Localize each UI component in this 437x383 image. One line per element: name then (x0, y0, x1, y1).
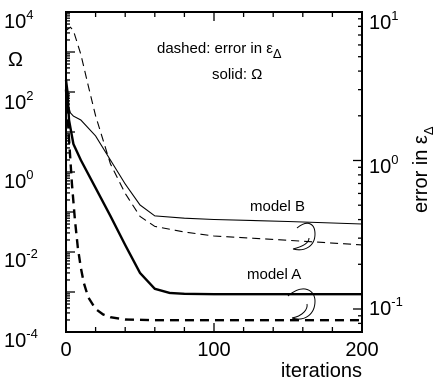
y-right-axis-label: error in εΔ (410, 126, 436, 213)
y-left-tick-label-1e-4: 10-4 (4, 326, 38, 352)
y-right-tick-label-1e0: 100 (369, 152, 398, 178)
model-b-label: model B (250, 198, 305, 215)
plot-frame (65, 11, 363, 333)
x-tick-label-100: 100 (197, 339, 230, 361)
y-left-tick-label-1e-2: 10-2 (4, 246, 38, 272)
legend-dashed-note: dashed: error in εΔ (157, 40, 282, 61)
model-b-bracket (292, 222, 316, 251)
series-line-2 (65, 72, 363, 225)
x-axis-label: iterations (281, 360, 362, 382)
y-left-tick-label-1e0: 100 (4, 167, 33, 193)
model-a-bracket (287, 288, 316, 320)
y-left-tick-label-1e2: 102 (4, 88, 33, 114)
legend-solid-note: solid: Ω (212, 66, 262, 83)
x-tick-label-0: 0 (60, 339, 71, 361)
series-line-0 (64, 79, 362, 296)
axis-ticks (65, 11, 363, 333)
y-left-axis-label: Ω (8, 49, 23, 71)
y-right-tick-label-1e1: 101 (369, 8, 398, 34)
y-left-tick-label-1e4: 104 (4, 7, 33, 33)
x-tick-label-200: 200 (345, 339, 378, 361)
series-line-1 (64, 89, 362, 322)
plot-lines (64, 26, 363, 322)
model-a-label: model A (247, 266, 301, 283)
series-line-3 (65, 26, 363, 246)
y-right-tick-label-1e-1: 10-1 (369, 294, 403, 320)
